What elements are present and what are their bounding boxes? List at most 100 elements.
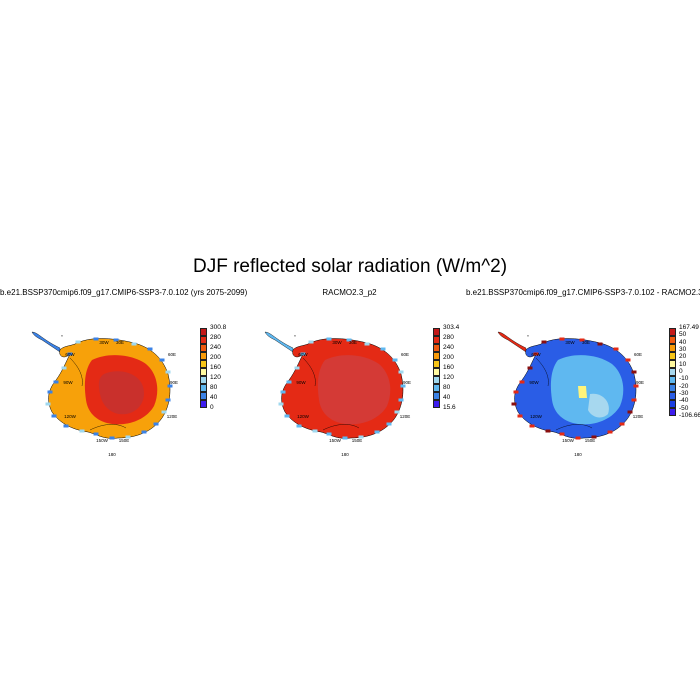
coast-cell xyxy=(300,352,306,356)
colorbar-label: 50 xyxy=(679,331,687,339)
colorbar-swatch xyxy=(433,384,440,392)
coast-cell xyxy=(45,402,51,406)
coast-cell xyxy=(284,414,290,418)
coast-cell xyxy=(591,435,597,439)
lon-label: 150W xyxy=(562,438,575,443)
coast-cell xyxy=(79,429,85,433)
colorbar-label: 20 xyxy=(679,353,687,361)
pole-marker: * xyxy=(527,334,529,339)
coast-cell xyxy=(286,380,292,384)
colorbar-swatch xyxy=(433,328,440,336)
coast-cell xyxy=(63,424,69,428)
coast-cell xyxy=(165,398,171,402)
interior-field xyxy=(317,355,391,425)
colorbar-swatch xyxy=(669,352,676,360)
coast-cell xyxy=(67,352,73,356)
coast-cell xyxy=(93,432,99,436)
colorbar-label: 40 xyxy=(210,394,218,401)
colorbar-label: 0 xyxy=(210,404,214,411)
colorbar-label: 120 xyxy=(443,374,454,381)
colorbar-label: 303.4 xyxy=(443,324,460,331)
coast-cell xyxy=(278,402,284,406)
coast-cell xyxy=(364,342,370,346)
lon-label: 150E xyxy=(585,438,596,443)
coast-cell xyxy=(113,338,119,342)
coast-cell xyxy=(519,380,525,384)
colorbar-swatch xyxy=(669,376,676,384)
interior-field xyxy=(550,355,624,425)
coast-cell xyxy=(529,424,535,428)
coast-cell xyxy=(374,430,380,434)
colorbar-swatch xyxy=(200,352,207,360)
lon-label: 120E xyxy=(167,414,178,419)
lon-label: 30W xyxy=(99,340,109,345)
coast-cell xyxy=(398,398,404,402)
colorbar-swatch xyxy=(200,360,207,368)
coast-cell xyxy=(597,342,603,346)
coast-cell xyxy=(380,347,386,351)
coast-cell xyxy=(579,338,585,342)
lon-label: 150E xyxy=(119,438,130,443)
near-zero-patch xyxy=(578,386,587,398)
colorbar-swatch xyxy=(433,376,440,384)
coast-cell xyxy=(613,347,619,351)
colorbar-label: 200 xyxy=(443,354,454,361)
lon-label: 90W xyxy=(296,380,306,385)
lon-label: 60W xyxy=(65,352,75,357)
colorbar-label: 0 xyxy=(679,368,683,375)
colorbar-label: -106.66 xyxy=(679,412,700,419)
lon-label: 180 xyxy=(108,452,116,457)
coast-cell xyxy=(631,370,637,374)
peninsula-shape xyxy=(497,331,527,353)
coast-cell xyxy=(346,338,352,342)
colorbar-label: 240 xyxy=(210,344,221,351)
lon-label: 30W xyxy=(332,340,342,345)
coast-cell xyxy=(511,402,517,406)
panel-subtitle: b.e21.BSSP370cmip6.f09_g17.CMIP6-SSP3-7.… xyxy=(466,288,700,297)
colorbar-label: -30 xyxy=(679,390,689,397)
coast-cell xyxy=(386,422,392,426)
lon-label: 120E xyxy=(633,414,644,419)
panel-model-ssp370: b.e21.BSSP370cmip6.f09_g17.CMIP6-SSP3-7.… xyxy=(0,288,247,463)
colorbar-swatch xyxy=(433,368,440,376)
colorbar-swatch xyxy=(200,344,207,352)
coast-cell xyxy=(619,422,625,426)
coast-cell xyxy=(400,384,406,388)
lon-label: 90E xyxy=(403,380,411,385)
colorbar-label: 280 xyxy=(210,334,221,341)
coast-cell xyxy=(517,414,523,418)
lon-label: 150W xyxy=(96,438,109,443)
colorbar-swatch xyxy=(433,360,440,368)
lon-label: 30E xyxy=(582,340,590,345)
colorbar-swatch xyxy=(200,336,207,344)
colorbar-label: -10 xyxy=(679,375,689,383)
coast-cell xyxy=(545,429,551,433)
coast-cell xyxy=(75,340,81,344)
coast-cell xyxy=(342,436,348,440)
colorbar-swatch xyxy=(669,408,676,416)
lon-label: 180 xyxy=(574,452,582,457)
colorbar-swatch xyxy=(433,352,440,360)
coast-cell xyxy=(559,337,565,341)
lon-label: 60W xyxy=(298,352,308,357)
colorbar-label: 40 xyxy=(443,394,451,401)
colorbar-swatch xyxy=(669,392,676,400)
colorbar-label: 240 xyxy=(443,344,454,351)
coast-cell xyxy=(109,436,115,440)
coast-cell xyxy=(627,410,633,414)
colorbar-swatch xyxy=(433,344,440,352)
light-blue-patch xyxy=(588,393,609,418)
colorbar-swatch xyxy=(669,336,676,344)
colorbar-swatch xyxy=(433,392,440,400)
figure-title: DJF reflected solar radiation (W/m^2) xyxy=(192,256,508,277)
coast-cell xyxy=(541,340,547,344)
colorbar-label: 167.49 xyxy=(679,324,699,331)
colorbar-label: 80 xyxy=(443,384,451,391)
coast-cell xyxy=(167,384,173,388)
antarctica-map: 30W 30E 60W 60E 90W 90E 120W 120E 150W 150E 180 * xyxy=(497,331,644,457)
colorbar-swatch xyxy=(200,392,207,400)
colorbar-swatch xyxy=(433,400,440,408)
colorbar-swatch xyxy=(669,400,676,408)
lon-label: 120W xyxy=(530,414,543,419)
coast-cell xyxy=(575,436,581,440)
